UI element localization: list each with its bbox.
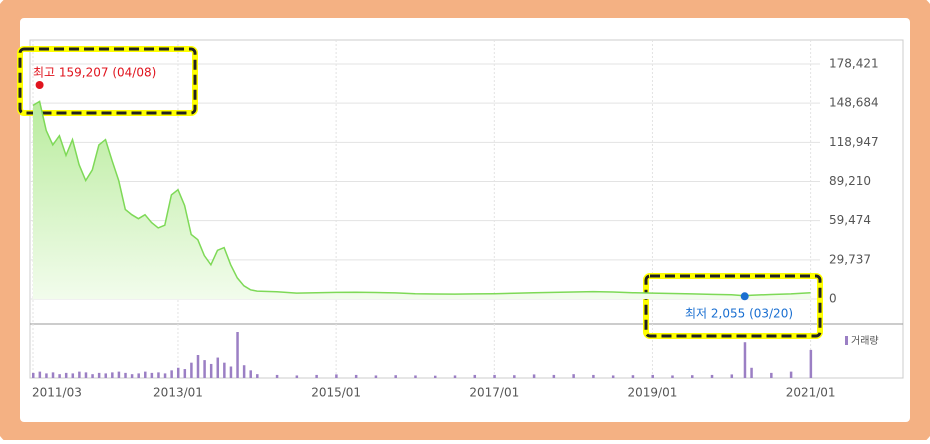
- volume-bar: [631, 375, 635, 378]
- volume-bar: [196, 355, 200, 378]
- volume-bar: [651, 374, 654, 378]
- x-tick-label: 2015/01: [311, 386, 361, 400]
- volume-bar: [176, 367, 180, 378]
- volume-bar: [295, 375, 299, 378]
- y-tick-label: 178,421: [829, 57, 879, 71]
- volume-bar: [710, 374, 714, 378]
- volume-bar: [671, 375, 674, 378]
- x-tick-label: 2013/01: [153, 386, 203, 400]
- volume-bar: [130, 374, 134, 378]
- highlight-box: [18, 47, 197, 115]
- price-line: [32, 100, 811, 297]
- volume-bar: [144, 371, 147, 378]
- volume-bar: [223, 362, 226, 378]
- y-tick-label: 118,947: [829, 135, 879, 149]
- volume-bar: [592, 374, 595, 378]
- volume-bar: [170, 370, 173, 378]
- low-label: 최저 2,055 (03/20): [685, 307, 793, 321]
- y-tick-label: 29,737: [829, 252, 871, 266]
- volume-bar: [45, 373, 48, 378]
- price-area: [33, 101, 811, 300]
- y-tick-label: 0: [829, 292, 837, 306]
- volume-bar: [743, 342, 747, 378]
- volume-bar: [209, 363, 213, 378]
- volume-bar: [117, 371, 121, 378]
- volume-bar: [532, 374, 536, 378]
- volume-bar: [374, 375, 378, 378]
- volume-bar: [473, 374, 477, 378]
- volume-bar: [183, 369, 187, 378]
- volume-bar: [414, 375, 417, 378]
- volume-bar: [493, 374, 496, 378]
- volume-bar: [124, 372, 127, 378]
- volume-bar: [229, 366, 233, 378]
- volume-bar: [111, 372, 114, 378]
- volume-bar: [552, 374, 556, 378]
- volume-bar: [513, 375, 516, 378]
- y-tick-label: 59,474: [829, 213, 871, 227]
- x-tick-label: 2019/01: [628, 386, 678, 400]
- volume-bar: [770, 372, 773, 378]
- volume-bar: [315, 374, 318, 378]
- high-marker: [35, 81, 44, 89]
- volume-bar: [91, 374, 94, 378]
- plot-box: [29, 39, 904, 379]
- low-marker: [740, 292, 749, 301]
- volume-bar: [236, 332, 239, 378]
- volume-bar: [84, 372, 88, 378]
- volume-bar: [242, 365, 246, 378]
- volume-bar: [750, 367, 753, 378]
- volume-bar: [354, 374, 358, 378]
- volume-bar: [157, 372, 160, 378]
- volume-bar: [789, 371, 793, 378]
- volume-bar: [433, 375, 437, 378]
- volume-bar: [58, 374, 61, 378]
- high-label: 최고 159,207 (04/08): [33, 66, 156, 80]
- volume-bar: [249, 370, 252, 378]
- volume-bar: [97, 372, 101, 378]
- volume-bar: [163, 373, 167, 378]
- volume-bar: [256, 374, 259, 378]
- volume-bar: [394, 375, 397, 378]
- volume-bar: [190, 362, 193, 378]
- volume-bar: [150, 372, 154, 378]
- volume-bar: [216, 357, 220, 378]
- x-tick-label: 2021/01: [786, 386, 836, 400]
- volume-bar: [64, 372, 68, 378]
- volume-bar: [730, 374, 734, 378]
- volume-bar: [203, 360, 206, 378]
- legend-label: 거래량: [851, 335, 879, 347]
- volume-bar: [611, 375, 615, 378]
- volume-bar: [38, 371, 42, 378]
- volume-bar: [78, 371, 81, 378]
- volume-bar: [32, 372, 35, 378]
- x-tick-label: 2011/03: [32, 386, 82, 400]
- volume-bar: [691, 375, 694, 378]
- volume-bar: [137, 373, 140, 378]
- volume-bar: [809, 349, 813, 378]
- volume-bar: [572, 374, 575, 378]
- y-tick-label: 148,684: [829, 96, 879, 110]
- volume-bar: [275, 374, 279, 378]
- frame-inner: [16, 14, 914, 426]
- y-tick-label: 89,210: [829, 174, 871, 188]
- volume-bar: [335, 374, 338, 378]
- x-tick-label: 2017/01: [469, 386, 519, 400]
- legend-swatch: [845, 336, 848, 345]
- volume-bar: [71, 373, 75, 378]
- volume-bar: [51, 372, 55, 378]
- volume-bar: [104, 373, 107, 378]
- plot: [29, 39, 904, 379]
- volume-bar: [453, 375, 457, 378]
- highlight-box: [644, 274, 822, 338]
